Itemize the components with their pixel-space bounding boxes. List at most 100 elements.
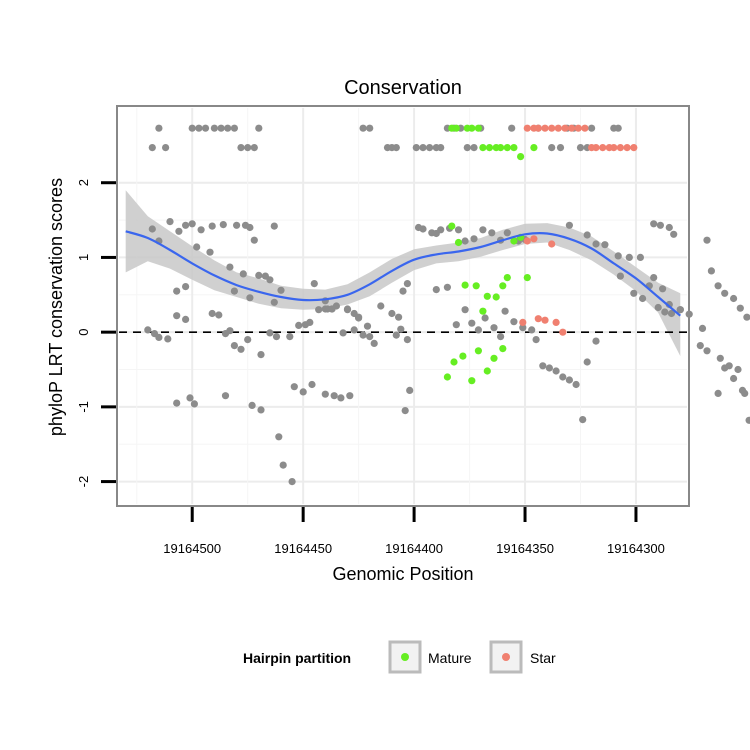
point-mature xyxy=(479,144,487,152)
point-mature xyxy=(483,367,491,375)
point-other xyxy=(219,221,227,229)
point-other xyxy=(576,144,585,152)
point-mature xyxy=(459,352,467,360)
point-mature xyxy=(492,293,500,301)
point-other xyxy=(164,335,172,343)
point-mature xyxy=(510,144,518,152)
point-other xyxy=(670,230,678,238)
legend-dot-mature xyxy=(401,653,409,661)
point-other xyxy=(650,220,658,228)
point-star xyxy=(599,144,607,152)
y-axis-title: phyloP LRT conservation scores xyxy=(46,178,66,436)
point-mature xyxy=(485,144,494,152)
x-tick-label: 19164500 xyxy=(163,541,221,556)
point-other xyxy=(233,221,241,229)
point-other xyxy=(403,280,411,288)
point-other xyxy=(359,124,367,132)
point-other xyxy=(343,305,352,313)
point-other xyxy=(246,223,254,232)
y-tick-label: -2 xyxy=(76,476,91,488)
point-other xyxy=(741,389,749,397)
x-axis: 19164500 19164450 19164400 19164350 19164300 xyxy=(163,507,665,556)
point-other xyxy=(321,305,329,313)
point-other xyxy=(556,144,565,152)
point-other xyxy=(659,285,667,293)
point-other xyxy=(592,240,600,248)
point-star xyxy=(623,144,631,152)
point-other xyxy=(552,367,560,375)
point-other xyxy=(206,248,214,256)
point-star xyxy=(592,144,600,152)
y-tick-label: 0 xyxy=(76,329,91,336)
series-other xyxy=(144,124,750,486)
point-other xyxy=(588,124,596,132)
point-other xyxy=(208,222,216,230)
point-other xyxy=(461,306,469,314)
point-star xyxy=(554,124,562,132)
point-other xyxy=(443,283,451,291)
point-other xyxy=(412,144,420,152)
point-mature xyxy=(503,274,511,282)
point-other xyxy=(215,311,223,319)
point-other xyxy=(437,226,445,234)
point-star xyxy=(541,124,549,132)
point-mature xyxy=(474,347,482,355)
point-other xyxy=(392,144,400,152)
point-other xyxy=(548,144,556,152)
point-other xyxy=(401,407,409,415)
point-other xyxy=(714,389,722,397)
x-axis-title: Genomic Position xyxy=(332,564,473,584)
point-star xyxy=(574,124,582,132)
point-other xyxy=(736,304,744,312)
point-other xyxy=(266,329,274,337)
point-other xyxy=(532,336,540,344)
point-other xyxy=(625,253,633,261)
point-mature xyxy=(503,144,511,152)
point-other xyxy=(366,333,374,341)
point-other xyxy=(716,354,724,362)
point-other xyxy=(299,388,307,396)
point-other xyxy=(721,289,729,297)
point-mature xyxy=(443,373,451,381)
point-other xyxy=(470,144,478,152)
point-other xyxy=(565,221,574,229)
point-other xyxy=(328,305,336,313)
point-other xyxy=(155,124,163,132)
point-other xyxy=(217,124,225,132)
point-other xyxy=(730,294,738,303)
point-mature xyxy=(472,282,480,290)
point-other xyxy=(295,321,303,329)
point-other xyxy=(270,298,278,306)
plot-border xyxy=(116,105,690,507)
point-other xyxy=(144,326,152,334)
smooth-line xyxy=(125,230,682,317)
point-other xyxy=(270,222,278,230)
point-other xyxy=(714,282,722,290)
point-other xyxy=(310,280,318,288)
point-other xyxy=(707,267,716,275)
point-mature xyxy=(479,307,487,315)
point-mature xyxy=(450,358,458,366)
point-other xyxy=(583,231,591,239)
point-star xyxy=(534,315,542,323)
point-other xyxy=(173,287,181,295)
point-star xyxy=(523,124,531,132)
point-other xyxy=(461,237,469,245)
point-star xyxy=(616,144,625,152)
point-other xyxy=(490,324,498,332)
point-other xyxy=(406,386,414,394)
point-star xyxy=(630,144,638,152)
point-mature xyxy=(517,153,525,161)
point-star xyxy=(523,237,531,245)
point-other xyxy=(226,263,234,271)
point-other xyxy=(148,144,156,152)
point-other xyxy=(221,392,230,400)
point-other xyxy=(454,226,463,234)
point-other xyxy=(308,380,316,389)
point-other xyxy=(290,383,298,391)
y-tick-label: 1 xyxy=(76,254,91,261)
point-star xyxy=(541,316,549,324)
point-other xyxy=(195,124,203,132)
point-other xyxy=(182,315,190,323)
point-other xyxy=(501,307,509,315)
